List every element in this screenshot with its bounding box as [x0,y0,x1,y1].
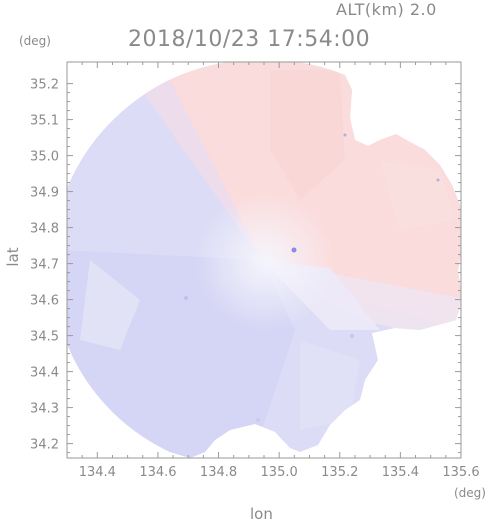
x-tick-label: 135.4 [382,465,419,480]
x-tick-label: 134.4 [79,465,116,480]
y-tick-label: 34.4 [30,366,59,381]
x-axis-unit: (deg) [454,486,486,500]
x-tick-label: 134.6 [139,465,176,480]
x-axis-title: lon [250,505,273,523]
x-tick-label: 135.6 [442,465,479,480]
y-tick-label: 34.2 [30,438,59,453]
y-tick-label: 34.8 [30,222,59,237]
altitude-label: ALT(km) 2.0 [336,0,437,19]
y-tick-label: 34.3 [30,402,59,417]
y-tick-label: 34.6 [30,294,59,309]
x-tick-label: 135.0 [261,465,298,480]
y-tick-label: 35.0 [30,150,59,165]
y-tick-label: 34.7 [30,258,59,273]
y-tick-label: 35.2 [30,78,59,93]
y-tick-label: 35.1 [30,114,59,129]
y-axis-unit: (deg) [19,34,51,48]
y-tick-label: 34.5 [30,330,59,345]
y-tick-label: 34.9 [30,186,59,201]
x-tick-label: 134.8 [200,465,237,480]
x-tick-label: 135.2 [321,465,358,480]
x-axis-ticks: 134.4 134.6 134.8 135.0 135.2 135.4 135.6 [79,62,480,480]
y-axis-ticks: 35.2 35.1 35.0 34.9 34.8 34.7 34.6 34.5 34.4 34.3… [30,78,461,454]
observation-timestamp: 2018/10/23 17:54:00 [128,27,371,52]
velocity-echo-field [67,62,461,458]
